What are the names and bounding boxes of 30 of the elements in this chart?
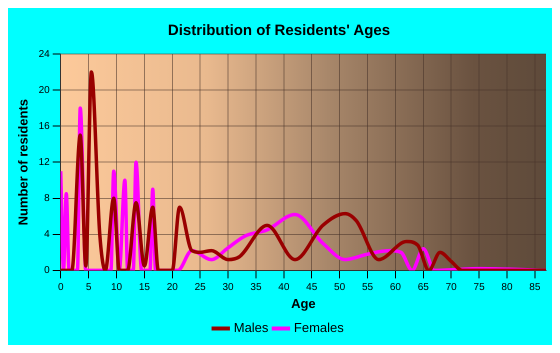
x-tick-label: 75	[474, 282, 486, 294]
x-tick-label: 65	[418, 282, 430, 294]
x-tick-label: 60	[390, 282, 402, 294]
x-tick-label: 80	[501, 282, 513, 294]
legend-label: Males	[234, 320, 269, 336]
x-tick-label: 0	[58, 282, 64, 294]
x-tick-label: 15	[138, 282, 150, 294]
y-tick-label: 16	[38, 120, 50, 132]
x-tick-label: 5	[86, 282, 92, 294]
y-tick-label: 8	[44, 193, 50, 204]
y-axis-title: Number of residents	[15, 98, 30, 226]
x-tick-label: 70	[446, 282, 458, 294]
x-tick-label: 35	[250, 282, 262, 294]
x-tick-label: 20	[166, 282, 178, 294]
x-tick-label: 30	[222, 282, 234, 294]
y-tick-label: 0	[44, 265, 50, 276]
x-tick-label: 55	[362, 282, 374, 294]
x-axis-title: Age	[291, 296, 316, 311]
x-tick-label: 45	[306, 282, 318, 294]
y-tick-label: 12	[38, 156, 50, 168]
chart-title: Distribution of Residents' Ages	[168, 22, 390, 40]
x-tick-label: 10	[110, 282, 122, 294]
y-tick-label: 4	[44, 229, 50, 240]
x-tick-label: 25	[194, 282, 206, 294]
y-tick-label: 24	[38, 48, 50, 60]
y-tick-label: 20	[38, 84, 50, 96]
x-tick-label: 40	[278, 282, 290, 294]
x-tick-label: 85	[529, 282, 541, 294]
legend-label: Females	[294, 320, 344, 336]
x-tick-label: 50	[334, 282, 346, 294]
